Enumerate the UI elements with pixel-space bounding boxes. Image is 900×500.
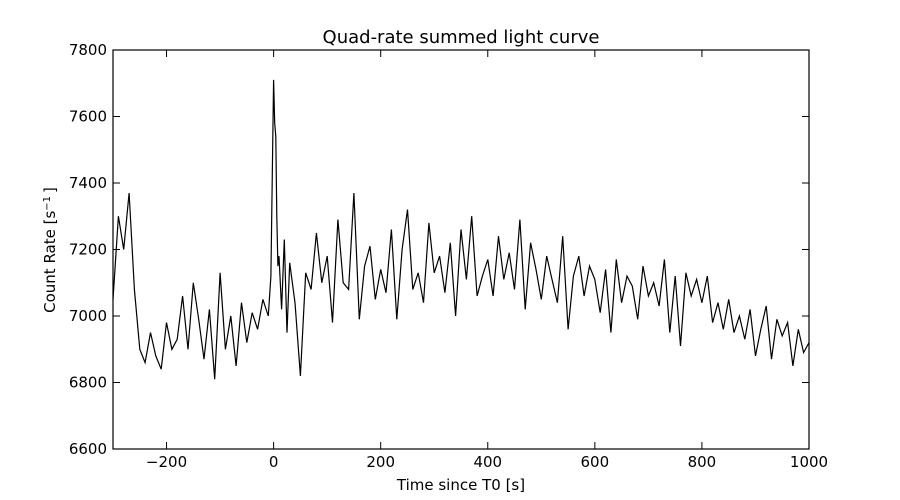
y-tick-label: 6600: [69, 440, 107, 458]
y-tick-label: 7400: [69, 174, 107, 192]
y-axis-label-end: ]: [41, 187, 59, 193]
x-tick-label: 0: [269, 453, 279, 471]
axes-frame: [112, 49, 810, 450]
plot-area: [112, 79, 810, 380]
y-axis-label-exponent: −1: [42, 196, 53, 211]
y-tick-label: 6800: [69, 374, 107, 392]
x-tick-label: 400: [473, 453, 502, 471]
x-tick-label: 1000: [790, 453, 828, 471]
y-tick-label: 7000: [69, 307, 107, 325]
chart-title: Quad-rate summed light curve: [323, 27, 600, 48]
x-axis-label: Time since T0 [s]: [396, 476, 525, 494]
y-axis-label: Count Rate [s−1]: [41, 187, 59, 313]
y-tick-label: 7600: [69, 108, 107, 126]
x-tick-label: 800: [688, 453, 717, 471]
x-tick-label: −200: [146, 453, 187, 471]
y-axis: 6600 6800 7000 7200 7400 7600 7800: [69, 41, 809, 458]
x-tick-label: 200: [366, 453, 395, 471]
y-tick-label: 7200: [69, 241, 107, 259]
y-axis-label-main: Count Rate [s: [41, 211, 59, 313]
x-axis: −200 0 200 400 600 800 1000: [146, 50, 828, 471]
series-line-0: [112, 79, 810, 380]
x-tick-label: 600: [581, 453, 610, 471]
y-tick-label: 7800: [69, 41, 107, 59]
